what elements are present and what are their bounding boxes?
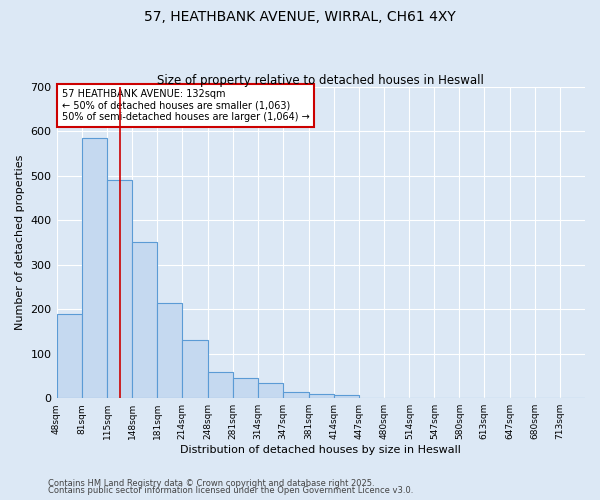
Text: Contains public sector information licensed under the Open Government Licence v3: Contains public sector information licen… (48, 486, 413, 495)
Text: Contains HM Land Registry data © Crown copyright and database right 2025.: Contains HM Land Registry data © Crown c… (48, 478, 374, 488)
Text: 57, HEATHBANK AVENUE, WIRRAL, CH61 4XY: 57, HEATHBANK AVENUE, WIRRAL, CH61 4XY (144, 10, 456, 24)
Bar (258, 382, 283, 398)
Bar (208, 372, 233, 398)
Bar (82, 138, 107, 398)
Bar (56, 314, 82, 398)
Bar (308, 394, 334, 398)
X-axis label: Distribution of detached houses by size in Heswall: Distribution of detached houses by size … (181, 445, 461, 455)
Bar (132, 242, 157, 398)
Y-axis label: Number of detached properties: Number of detached properties (15, 155, 25, 330)
Bar (182, 340, 208, 398)
Bar (283, 392, 308, 398)
Bar (157, 302, 182, 398)
Bar (334, 394, 359, 398)
Bar (107, 180, 132, 398)
Text: 57 HEATHBANK AVENUE: 132sqm
← 50% of detached houses are smaller (1,063)
50% of : 57 HEATHBANK AVENUE: 132sqm ← 50% of det… (62, 88, 310, 122)
Bar (233, 378, 258, 398)
Title: Size of property relative to detached houses in Heswall: Size of property relative to detached ho… (157, 74, 484, 87)
